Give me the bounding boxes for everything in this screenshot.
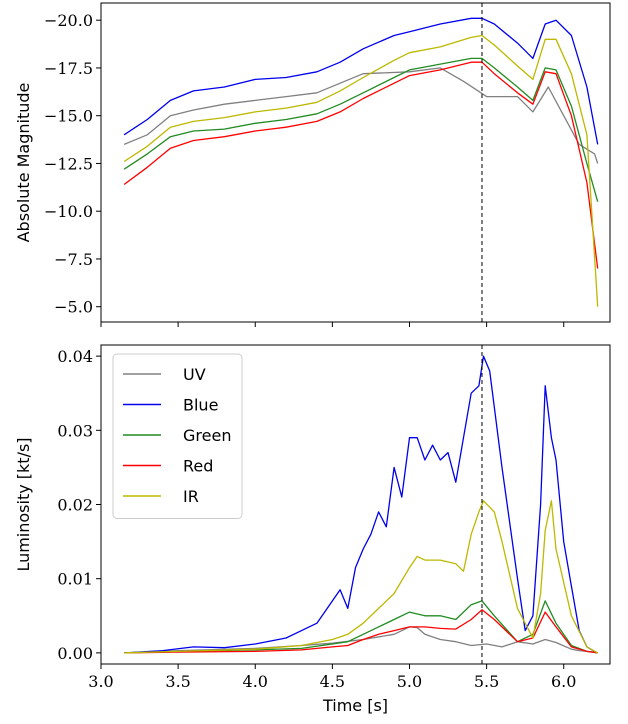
legend: UV Blue Green Red IR — [112, 353, 243, 519]
y-axis-label: Luminosity [kt/s] — [14, 437, 33, 571]
y-tick-label: 0.00 — [57, 644, 93, 663]
y-axis-label: Absolute Magnitude — [14, 83, 33, 243]
y-tick-label: −7.5 — [54, 250, 93, 269]
legend-box — [112, 353, 243, 519]
series-line-green — [123, 57, 599, 202]
x-tick-label: 6.0 — [551, 672, 576, 691]
bottom-panel-luminosity: 0.00 0.01 0.02 0.03 0.04 3.0 3.5 4.0 4.5 5.0 5.5 6.… — [14, 344, 611, 715]
top-panel-magnitude: −20.0 −17.5 −15.0 −12.5 −10.0 −7.5 −5.0 Absolut… — [14, 2, 611, 327]
series-line-green — [124, 600, 598, 654]
legend-label-blue: Blue — [183, 396, 218, 415]
y-tick-label: 0.01 — [57, 570, 93, 589]
series-line-red — [124, 609, 598, 654]
series-line-uv — [124, 626, 598, 654]
x-tick-label: 3.5 — [165, 672, 190, 691]
plot-frame — [100, 2, 611, 323]
y-tick-label: −12.5 — [44, 154, 93, 173]
x-axis-label: Time [s] — [322, 696, 388, 715]
x-tick-label: 5.0 — [397, 672, 422, 691]
series-line-blue — [123, 17, 599, 145]
y-tick-label: −17.5 — [44, 59, 93, 78]
y-tick-label: −10.0 — [44, 202, 93, 221]
x-tick-label: 5.5 — [474, 672, 499, 691]
series-line-uv — [123, 67, 599, 164]
y-tick-label: 0.04 — [57, 347, 93, 366]
legend-label-uv: UV — [183, 365, 206, 384]
series-line-ir — [123, 34, 599, 307]
series-group — [123, 17, 599, 307]
series-group — [124, 355, 599, 654]
y-tick-label: −15.0 — [44, 107, 93, 126]
y-tick-label: −5.0 — [54, 298, 93, 317]
legend-label-ir: IR — [183, 487, 199, 506]
legend-label-green: Green — [183, 426, 231, 445]
y-tick-label: −20.0 — [44, 11, 93, 30]
y-tick-label: 0.03 — [57, 421, 93, 440]
y-tick-label: 0.02 — [57, 496, 93, 515]
x-tick-label: 3.0 — [88, 672, 113, 691]
series-line-blue — [124, 355, 598, 654]
x-tick-label: 4.5 — [320, 672, 345, 691]
x-tick-label: 4.0 — [243, 672, 268, 691]
series-line-ir — [124, 500, 599, 654]
legend-label-red: Red — [183, 457, 213, 476]
series-line-red — [123, 61, 599, 269]
